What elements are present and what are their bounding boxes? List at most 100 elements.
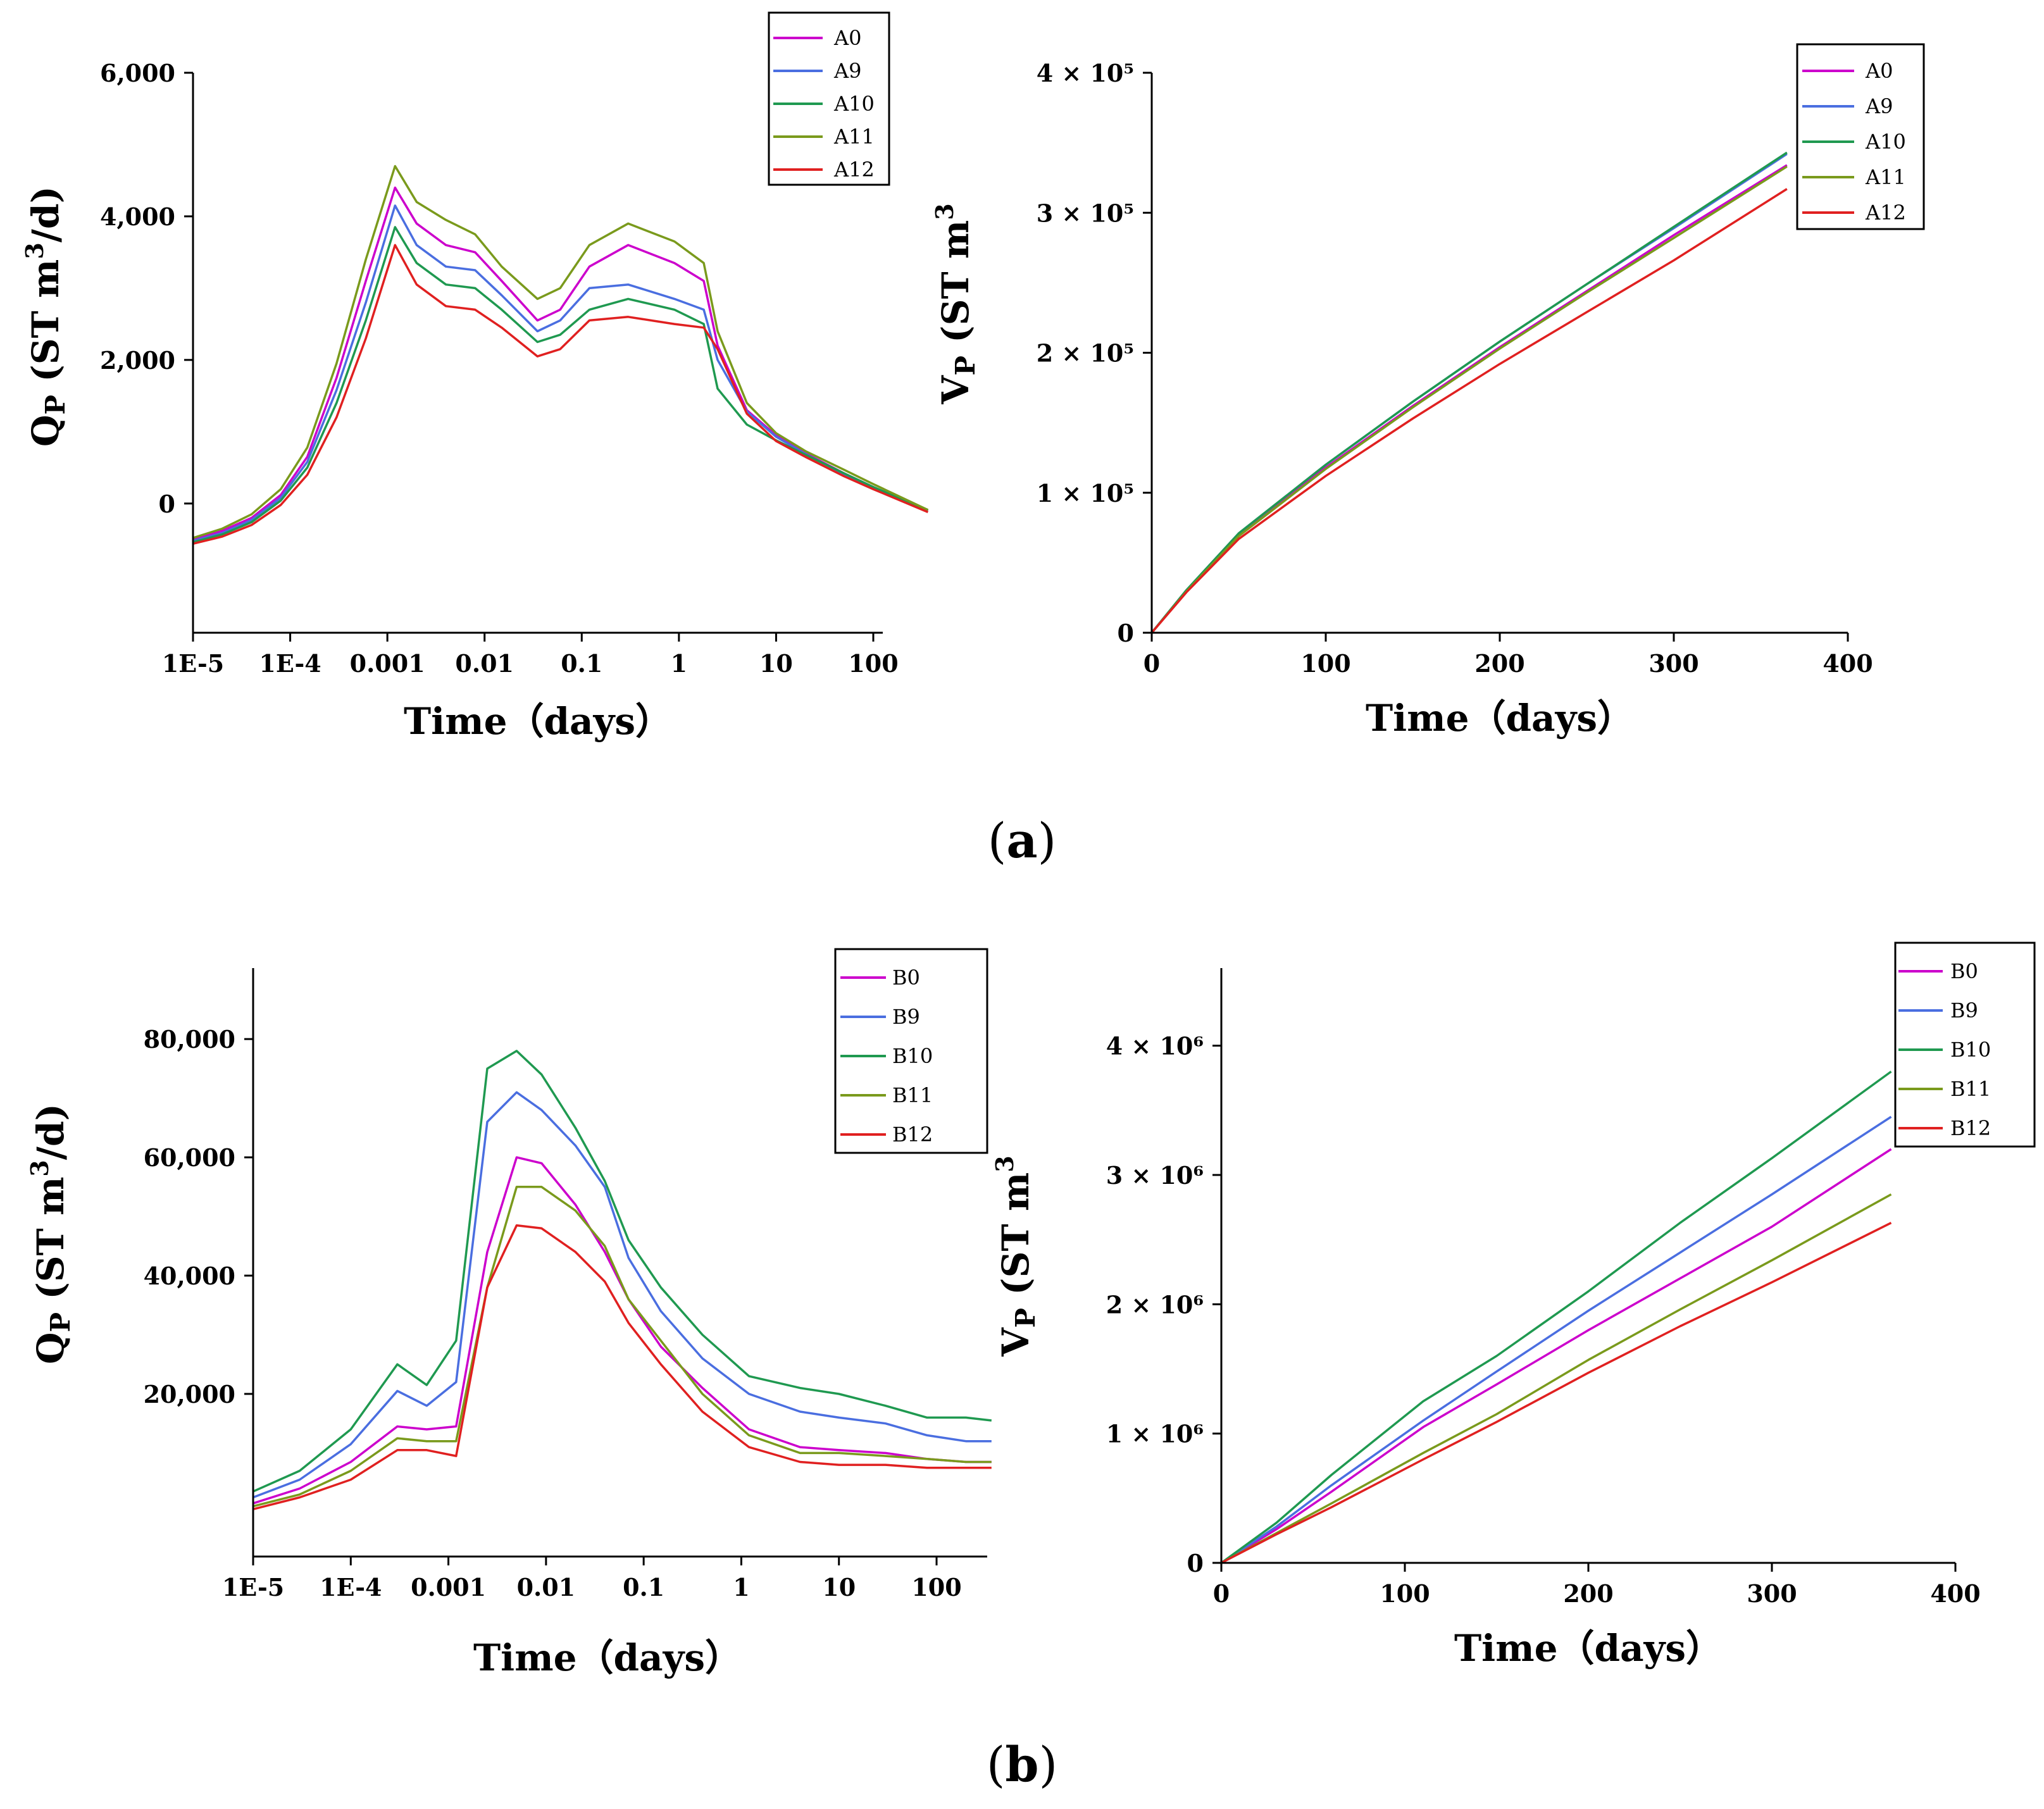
chart-b-left-series [252,1050,992,1510]
chart-a-left-ticks: 1E-5 1E-4 0.001 0.01 0.1 1 10 100 0 2,000 4,000 6,0… [100,59,899,678]
x-tick-label: 0.01 [517,1573,576,1601]
series-line-a10 [1150,151,1788,634]
y-tick-label: 0 [1118,619,1134,647]
chart-a-right-legend: A0 A9 A10 A11 A12 [1796,43,1925,230]
legend-label-a10: A10 [1865,130,1906,154]
legend-label-b0: B0 [1950,959,1978,983]
x-tick-label: 1 [733,1573,749,1601]
series-line-b0 [1221,1148,1892,1564]
series-line-b9 [252,1091,992,1499]
chart-b-right-legend: B0 B9 B10 B11 B12 [1894,942,2036,1148]
chart-a-left: 1E-5 1E-4 0.001 0.01 0.1 1 10 100 0 2,000 4,000 6,0… [20,11,929,743]
x-tick-label: 100 [1300,649,1350,678]
caption-a-open: ( [988,812,1007,869]
legend-label-b12: B12 [892,1122,933,1147]
legend-label-a10: A10 [833,92,875,116]
y-axis-title: VP (ST m3 [930,203,981,404]
series-line-a12 [1150,188,1788,634]
legend-label-b11: B11 [892,1083,933,1107]
x-tick-label: 0 [1213,1579,1230,1608]
x-tick-label: 1E-4 [259,649,321,678]
caption-b: (b) [987,1736,1057,1793]
chart-b-left-legend: B0 B9 B10 B11 B12 [834,948,988,1154]
series-line-b0 [252,1156,992,1505]
y-title-sub: P [1010,1308,1041,1328]
caption-a: (a) [988,812,1057,869]
legend-label-a11: A11 [833,125,875,149]
series-line-a0 [192,186,929,541]
chart-a-left-legend: A0 A9 A10 A11 A12 [768,11,890,186]
y-tick-label: 2,000 [100,346,175,375]
y-title-sup: 3 [25,1160,54,1176]
legend-label-a9: A9 [1865,94,1893,118]
legend-label-a11: A11 [1865,165,1906,189]
y-title-main: V [934,375,977,405]
x-tick-label: 300 [1648,649,1698,678]
y-tick-label: 4 × 10⁵ [1037,59,1134,87]
series-line-b10 [1220,1071,1892,1564]
y-tick-label: 2 × 10⁶ [1106,1290,1204,1319]
x-tick-label: 200 [1563,1579,1613,1608]
chart-b-right-ticks: 0 100 200 300 400 0 1 × 10⁶ 2 × 10⁶ 3 × 10⁶ 4 × 1… [1106,1032,1981,1608]
y-tick-label: 1 × 10⁶ [1106,1420,1204,1448]
series-line-b9 [1221,1116,1892,1564]
series-line-a11 [192,165,929,539]
legend-label-a9: A9 [833,59,861,83]
x-tick-label: 1E-4 [320,1573,382,1601]
y-axis-title: QP (ST m3/d) [25,1103,76,1364]
chart-b-left: 1E-5 1E-4 0.001 0.01 0.1 1 10 100 20,000 40,000 60… [25,948,992,1679]
y-title-sub: P [40,395,71,415]
y-tick-label: 20,000 [144,1380,235,1408]
y-title-sup: 3 [20,242,49,259]
legend-label-a0: A0 [1865,59,1893,83]
caption-b-open: ( [987,1736,1006,1793]
y-tick-label: 40,000 [144,1262,235,1290]
legend-box [1796,43,1925,230]
y-tick-label: 60,000 [144,1143,235,1172]
x-tick-label: 1 [671,649,687,678]
y-tick-label: 3 × 10⁶ [1106,1161,1204,1190]
y-title-sup: 3 [930,203,959,220]
y-title-tail: (ST m [24,259,67,395]
chart-b-left-ticks: 1E-5 1E-4 0.001 0.01 0.1 1 10 100 20,000 40,000 60… [144,1025,962,1601]
legend-label-b10: B10 [892,1044,933,1068]
x-tick-label: 10 [759,649,793,678]
x-tick-label: 0 [1144,649,1160,678]
legend-box [834,948,988,1154]
y-title-end: /d) [24,186,67,242]
x-tick-label: 0.001 [350,649,425,678]
x-tick-label: 200 [1474,649,1524,678]
series-line-b11 [1221,1193,1892,1564]
y-axis-title: VP (ST m3 [990,1155,1041,1357]
x-tick-label: 0.1 [561,649,602,678]
y-title-main: V [994,1327,1037,1357]
y-tick-label: 4 × 10⁶ [1106,1032,1204,1060]
legend-box [1894,942,2036,1148]
legend-label-b10: B10 [1950,1038,1991,1062]
x-tick-label: 100 [1380,1579,1430,1608]
y-tick-label: 6,000 [100,59,175,87]
y-tick-label: 0 [159,490,175,518]
y-tick-label: 1 × 10⁵ [1037,479,1134,507]
series-line-a11 [1150,165,1788,634]
series-line-b12 [252,1224,992,1510]
series-line-a0 [1150,164,1788,634]
legend-label-a12: A12 [833,158,875,182]
y-title-main: Q [29,1332,72,1364]
chart-a-right: 0 100 200 300 400 0 1 × 10⁵ 2 × 10⁵ 3 × 10⁵ 4 × 1… [930,43,1925,740]
chart-a-right-ticks: 0 100 200 300 400 0 1 × 10⁵ 2 × 10⁵ 3 × 10⁵ 4 × 1… [1037,59,1873,678]
x-axis-title: Time（days） [473,1636,742,1679]
y-title-sub: P [950,356,981,376]
chart-b-right: 0 100 200 300 400 0 1 × 10⁶ 2 × 10⁶ 3 × 10⁶ 4 × 1… [990,942,2036,1670]
x-axis-title: Time（days） [1454,1627,1723,1670]
legend-label-a0: A0 [833,26,861,50]
x-tick-label: 1E-5 [162,649,224,678]
series-line-b12 [1221,1222,1892,1564]
x-axis-title: Time（days） [404,700,672,743]
x-tick-label: 0.001 [411,1573,486,1601]
y-title-tail: (ST m [934,220,977,356]
legend-label-b11: B11 [1950,1077,1991,1101]
y-tick-label: 4,000 [100,202,175,231]
series-line-b11 [252,1186,992,1508]
chart-a-right-series [1150,151,1788,634]
